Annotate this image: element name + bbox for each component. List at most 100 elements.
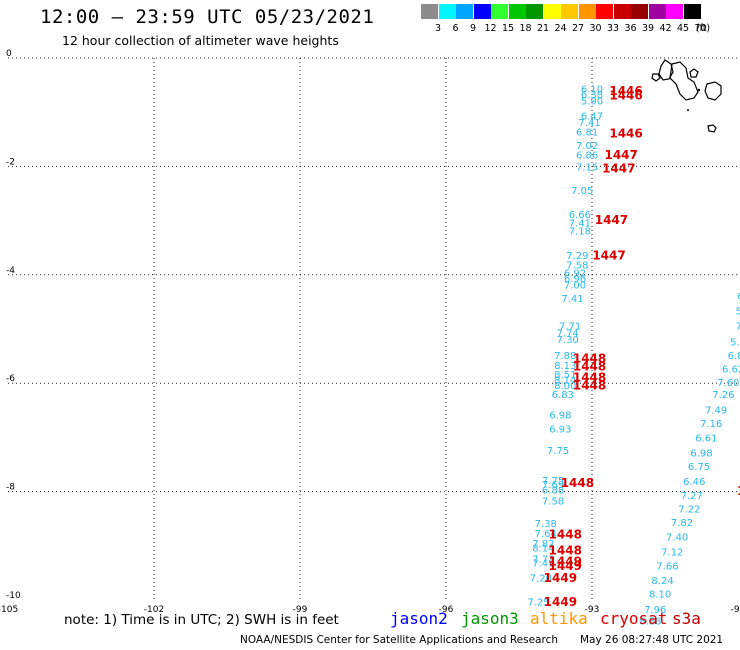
swh-label: 7.75 (542, 476, 564, 487)
satellite-jason2: jason2 (390, 609, 448, 628)
legend-swatch (561, 4, 578, 19)
swh-label: 7.66 (656, 561, 678, 572)
swh-label: 6.38 (581, 90, 603, 101)
swh-label: 6.98 (690, 449, 712, 460)
swh-label: 7.75 (547, 446, 569, 457)
swh-label: 7.41 (578, 118, 600, 129)
y-tick-label: 0 (6, 49, 12, 59)
legend-swatch (596, 4, 613, 19)
swh-label: 7. (736, 321, 740, 332)
swh-label: 7.18 (569, 226, 591, 237)
legend-bin-label: 36 (624, 23, 637, 34)
time-label: 15 (737, 484, 740, 498)
galapagos-coastline-shape (669, 61, 699, 101)
swh-label: 7.60 (717, 378, 739, 389)
time-label: 1448 (549, 544, 582, 558)
time-label: 1447 (604, 148, 637, 162)
time-label: 1446 (609, 126, 642, 140)
swh-label: 7.05 (571, 186, 593, 197)
swh-label: 6.96 (564, 274, 586, 285)
swh-label: 6.10 (581, 84, 603, 95)
swh-label: 7.73 (532, 554, 554, 565)
swh-label: 7.38 (535, 519, 557, 530)
swh-label: 7.58 (566, 261, 588, 272)
galapagos-coastline (651, 59, 722, 133)
swh-label: 6.8 (728, 351, 740, 362)
x-tick-label: -102 (144, 605, 164, 615)
time-label: 1448 (573, 370, 606, 384)
swh-label: 7.82 (532, 539, 554, 550)
galapagos-coastline-shape (651, 73, 661, 82)
generated-timestamp: May 26 08:27:48 UTC 2021 (580, 634, 724, 646)
swh-label: 6.62 (722, 365, 740, 376)
swh-label: 7.71 (559, 321, 581, 332)
swh-label: 7.00 (564, 281, 586, 292)
galapagos-islet (697, 88, 701, 92)
galapagos-coastline-shape (689, 68, 699, 78)
y-tick-label: -6 (6, 374, 15, 384)
time-label: 1448 (573, 351, 606, 365)
galapagos-islet (687, 109, 689, 111)
swh-label: 7.30 (557, 335, 579, 346)
swh-label: 7.27 (681, 491, 703, 502)
axis-tick-labels: -105 -102 -99 -96 -93 -90 0 -2 -4 -6 -8 -10 (0, 49, 740, 615)
swh-label: 6.66 (569, 210, 591, 221)
swh-label: 7.22 (678, 504, 700, 515)
x-tick-label: -96 (439, 605, 454, 615)
time-label: 1447 (595, 213, 628, 227)
legend-swatch (491, 4, 508, 19)
swh-label: 6 (737, 291, 740, 302)
legend-swatch (648, 4, 666, 19)
galapagos-coastline-shape (704, 81, 722, 101)
legend-bin-label: 18 (519, 23, 532, 34)
legend-swatch (578, 4, 596, 19)
legend-bin-label: 42 (659, 23, 672, 34)
swh-label: 6.46 (683, 477, 705, 488)
credit-line: NOAA/NESDIS Center for Satellite Applica… (240, 634, 558, 646)
x-tick-label: -99 (293, 605, 308, 615)
swh-label: 8.14 (554, 375, 576, 386)
chart-title: 12:00 — 23:59 UTC 05/23/2021 (40, 6, 375, 28)
swh-label: 8.14 (532, 544, 554, 555)
legend-swatch (421, 4, 438, 19)
swh-label: 6.47 (581, 112, 603, 123)
legend-bin-label: 9 (469, 23, 477, 34)
time-label: 1446 (609, 84, 642, 98)
time-label: 1449 (549, 559, 582, 573)
swh-label: 7.41 (569, 218, 591, 229)
y-tick-label: -4 (6, 266, 15, 276)
satellite-jason3: jason3 (461, 609, 519, 628)
swh-label: 6.81 (576, 127, 598, 138)
satellite-altika: altika (530, 609, 588, 628)
swh-label: 5.7 (730, 338, 740, 349)
x-tick-label: -105 (0, 605, 18, 615)
swh-label: 7.40 (666, 533, 688, 544)
swh-label: 6.61 (695, 433, 717, 444)
swh-label: 7.02 (576, 141, 598, 152)
legend-bin-label: 12 (484, 23, 497, 34)
legend-swatch (613, 4, 631, 19)
time-label: 1448 (573, 378, 606, 392)
swh-label: 8.13 (554, 361, 576, 372)
y-tick-label: -10 (6, 591, 21, 601)
swh-label: 7.82 (671, 518, 693, 529)
swh-label: 6.98 (549, 411, 571, 422)
swh-label: 6.83 (552, 390, 574, 401)
swh-label: 7.16 (700, 419, 722, 430)
swh-label: 7.69 (542, 480, 564, 491)
legend-swatch (631, 4, 648, 19)
swh-label: 7.25 (527, 598, 549, 609)
legend-swatch (666, 4, 683, 19)
legend-bin-label: 70 (694, 23, 707, 34)
time-label: 1448 (549, 527, 582, 541)
time-label: 1446 (609, 88, 642, 102)
swh-label: 7.49 (532, 559, 554, 570)
y-tick-label: -8 (6, 483, 15, 493)
legend-bin-label: 39 (641, 23, 655, 34)
swh-label: 6.75 (688, 462, 710, 473)
swh-label: 5. (736, 307, 740, 318)
altimeter-readings: 6.106.385.906.477.416.817.026.867.157.05… (527, 84, 740, 628)
x-tick-label: -90 (731, 605, 740, 615)
swh-label: 7.29 (566, 251, 588, 262)
